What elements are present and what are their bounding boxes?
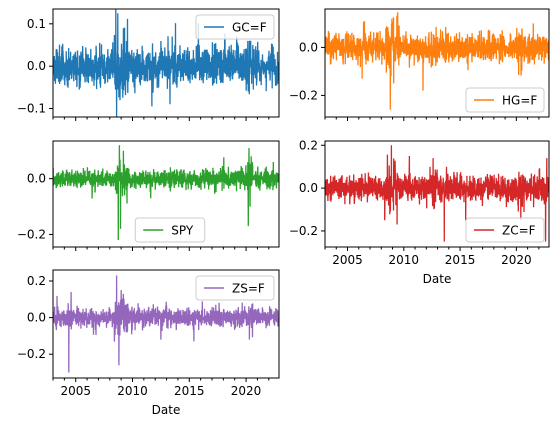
subplot-zs-f: −0.2 0.0 0.2 2005 2010 2015 2020 Date ZS=F xyxy=(17,269,280,417)
axes-frame xyxy=(52,8,280,118)
y-tick-label: 0.0 xyxy=(27,311,46,325)
legend-label: ZC=F xyxy=(502,224,536,238)
y-tick-label: 0.0 xyxy=(27,59,46,73)
y-tick-label: −0.2 xyxy=(289,224,318,238)
y-tick-label: 0.1 xyxy=(27,17,46,31)
axes-frame xyxy=(324,140,550,248)
legend-box xyxy=(134,217,206,243)
legend: SPY xyxy=(134,217,206,243)
series-line-zs-f xyxy=(53,275,279,373)
axes-frame xyxy=(52,269,280,379)
legend-box xyxy=(195,14,275,40)
x-tick-label: 2005 xyxy=(332,253,363,267)
y-tick-label: 0.0 xyxy=(27,172,46,186)
legend-label: ZS=F xyxy=(232,282,265,296)
x-tick-label: 2020 xyxy=(231,384,262,398)
y-tick-label: −0.2 xyxy=(17,347,46,361)
subplot-gc-f: −0.1 0.0 0.1 GC=F xyxy=(17,8,280,121)
x-tick-label: 2010 xyxy=(389,253,420,267)
x-tick-label: 2020 xyxy=(501,253,532,267)
legend-box xyxy=(465,87,545,113)
y-tick-label: −0.2 xyxy=(289,88,318,102)
x-axis-label: Date xyxy=(423,272,452,286)
axes-frame xyxy=(52,140,280,248)
x-tick-label: 2010 xyxy=(117,384,148,398)
legend-label: HG=F xyxy=(502,94,537,108)
legend: ZS=F xyxy=(195,275,275,301)
y-tick-label: 0.2 xyxy=(27,274,46,288)
x-tick-label: 2005 xyxy=(60,384,91,398)
legend: GC=F xyxy=(195,14,275,40)
y-tick-label: 0.0 xyxy=(299,40,318,54)
axes-frame xyxy=(324,8,550,118)
series-line-zc-f xyxy=(325,145,549,242)
x-tick-label: 2015 xyxy=(445,253,476,267)
series-line-spy xyxy=(53,145,279,241)
x-tick-label: 2015 xyxy=(174,384,205,398)
legend: HG=F xyxy=(465,87,545,113)
series-line-hg-f xyxy=(325,12,549,110)
y-tick-label: −0.2 xyxy=(17,227,46,241)
y-tick-label: 0.2 xyxy=(299,138,318,152)
subplot-spy: −0.2 0.0 SPY xyxy=(17,140,280,251)
legend-box xyxy=(465,217,545,243)
series-line-gc-f xyxy=(53,9,279,117)
x-axis-label: Date xyxy=(152,403,181,417)
y-tick-label: −0.1 xyxy=(17,102,46,116)
legend-box xyxy=(195,275,275,301)
y-tick-label: 0.0 xyxy=(299,181,318,195)
legend: ZC=F xyxy=(465,217,545,243)
subplot-hg-f: −0.2 0.0 HG=F xyxy=(289,8,550,121)
subplot-zc-f: −0.2 0.0 0.2 2005 2010 2015 2020 Date ZC=F xyxy=(289,138,550,286)
legend-label: GC=F xyxy=(232,21,267,35)
legend-label: SPY xyxy=(171,224,194,238)
